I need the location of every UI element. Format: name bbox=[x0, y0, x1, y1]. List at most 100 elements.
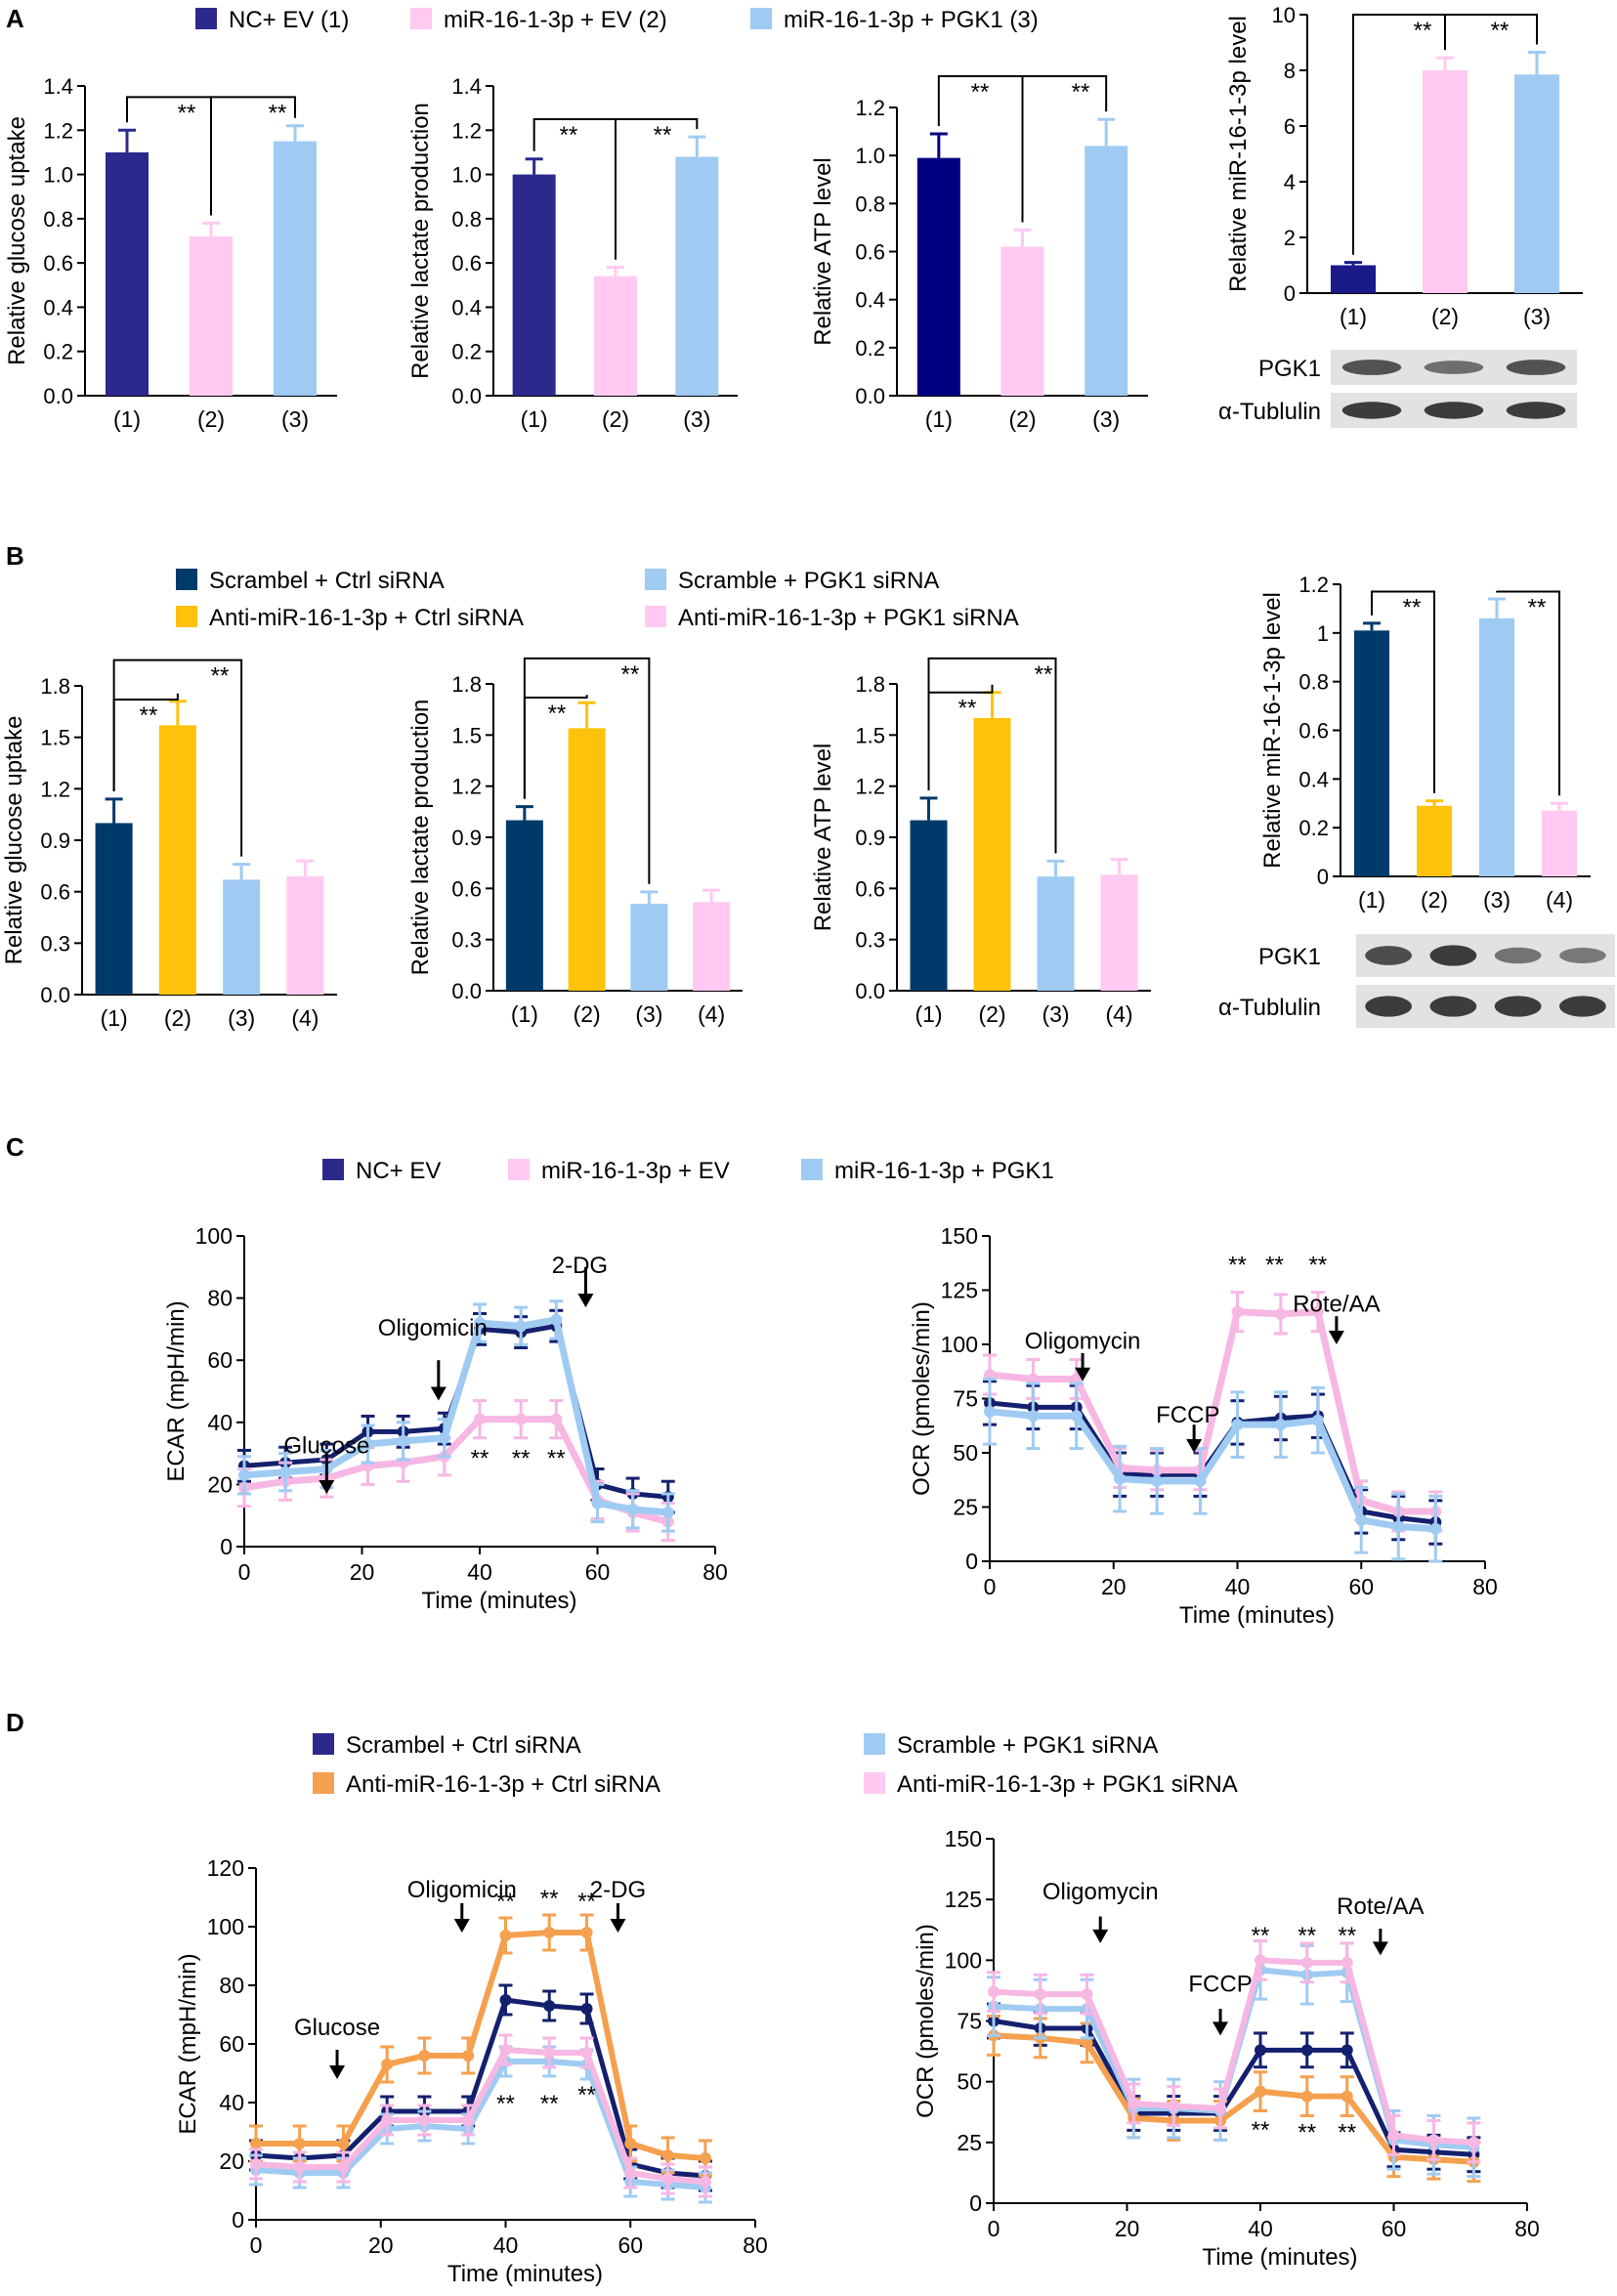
y-tick-label: 20 bbox=[219, 2148, 244, 2174]
data-point bbox=[1231, 1305, 1244, 1318]
x-tick-label: (1) bbox=[1358, 887, 1385, 913]
y-tick-label: 0.4 bbox=[451, 295, 482, 319]
y-tick-label: 100 bbox=[945, 1947, 982, 1973]
annotation-label: Oligomicin bbox=[378, 1315, 488, 1341]
y-tick-label: 25 bbox=[953, 1495, 978, 1520]
blot-band bbox=[1559, 996, 1606, 1017]
data-point bbox=[1340, 2044, 1353, 2057]
data-point bbox=[397, 1434, 409, 1447]
y-tick-label: 0.6 bbox=[40, 880, 70, 905]
significance-bracket bbox=[523, 657, 651, 884]
bar bbox=[1417, 805, 1452, 876]
bar bbox=[512, 174, 556, 396]
data-point bbox=[1034, 1988, 1046, 2001]
significance-mark: ** bbox=[1338, 2119, 1356, 2146]
significance-mark: ** bbox=[1072, 79, 1090, 106]
legend-swatch bbox=[322, 1159, 344, 1180]
legend-label: miR-16-1-3p + EV (2) bbox=[444, 7, 667, 33]
legend-item-A1: NC+ EV (1) bbox=[195, 7, 349, 33]
significance-mark: ** bbox=[211, 663, 230, 690]
y-tick-label: 0 bbox=[1317, 865, 1329, 889]
x-tick-label: (2) bbox=[1008, 406, 1036, 432]
data-point bbox=[250, 2138, 262, 2149]
arrow-head bbox=[430, 1386, 447, 1401]
legend-item-A2: miR-16-1-3p + EV (2) bbox=[410, 7, 667, 33]
x-tick-label: 40 bbox=[493, 2232, 519, 2258]
significance-mark: ** bbox=[496, 1889, 515, 1915]
x-tick-label: 20 bbox=[368, 2232, 394, 2258]
y-tick-label: 0.2 bbox=[1298, 816, 1329, 840]
significance-mark: ** bbox=[577, 1889, 596, 1915]
data-point bbox=[1255, 1954, 1266, 1967]
x-tick-label: (3) bbox=[1092, 406, 1120, 432]
data-point bbox=[1300, 2044, 1313, 2057]
legend-label: Scrambel + Ctrl siRNA bbox=[209, 568, 445, 594]
series-line bbox=[993, 2032, 1474, 2165]
x-tick-label: 0 bbox=[984, 1574, 997, 1599]
bar-chart-A4: 0 2 4 6 8 10 Relative miR-16-1-3p level (1) (2) (… bbox=[1225, 3, 1583, 329]
legend-item-D2: Anti-miR-16-1-3p + Ctrl siRNA bbox=[313, 1771, 660, 1798]
data-point bbox=[1214, 2103, 1227, 2115]
y-tick-label: 1.0 bbox=[451, 163, 482, 188]
blot-band bbox=[1429, 945, 1477, 966]
bar bbox=[910, 820, 948, 991]
y-axis-label: OCR (pmoles/min) bbox=[909, 1301, 935, 1496]
blot-band bbox=[1341, 402, 1402, 419]
y-tick-label: 8 bbox=[1284, 59, 1296, 83]
bar bbox=[916, 157, 960, 396]
data-point bbox=[988, 1985, 1000, 1998]
y-tick-label: 1.2 bbox=[451, 118, 482, 143]
y-tick-label: 40 bbox=[207, 1410, 233, 1435]
data-point bbox=[362, 1438, 374, 1451]
significance-mark: ** bbox=[621, 661, 640, 688]
significance-mark: ** bbox=[560, 122, 578, 149]
y-tick-label: 1.0 bbox=[855, 144, 885, 168]
x-tick-label: (2) bbox=[197, 406, 225, 432]
legend-swatch bbox=[750, 8, 772, 29]
x-tick-label: (1) bbox=[511, 1001, 538, 1027]
legend-swatch bbox=[176, 606, 197, 627]
blot-band bbox=[1341, 360, 1402, 375]
x-tick-label: (4) bbox=[291, 1005, 319, 1031]
x-tick-label: (3) bbox=[228, 1005, 255, 1031]
blot-label: α-Tublulin bbox=[1218, 399, 1321, 425]
data-point bbox=[550, 1413, 563, 1425]
blot-label: α-Tublulin bbox=[1218, 995, 1321, 1021]
legend-label: Scramble + PGK1 siRNA bbox=[897, 1732, 1158, 1759]
y-tick-label: 1.5 bbox=[451, 723, 482, 747]
bar bbox=[1331, 265, 1376, 293]
series-4 bbox=[249, 2033, 712, 2198]
x-axis-label: Time (minutes) bbox=[421, 1588, 576, 1614]
y-tick-label: 0.2 bbox=[855, 336, 885, 361]
y-tick-label: 6 bbox=[1284, 114, 1296, 139]
data-point bbox=[1274, 1419, 1287, 1431]
significance-mark: ** bbox=[1228, 1253, 1247, 1279]
y-tick-label: 1.8 bbox=[451, 672, 482, 697]
legend-swatch bbox=[508, 1159, 530, 1180]
arrow-head bbox=[577, 1294, 594, 1308]
data-point bbox=[381, 2114, 394, 2126]
y-tick-label: 1.4 bbox=[43, 74, 73, 99]
data-point bbox=[543, 2047, 556, 2059]
x-tick-label: (4) bbox=[1105, 1001, 1132, 1027]
data-point bbox=[543, 1927, 556, 1938]
y-tick-label: 100 bbox=[195, 1223, 233, 1249]
y-tick-label: 0 bbox=[220, 1534, 233, 1559]
significance-bracket bbox=[210, 96, 296, 216]
y-axis-label: ECAR (mpH/min) bbox=[163, 1300, 190, 1481]
arrow-head bbox=[1075, 1367, 1091, 1382]
arrow-head bbox=[453, 1919, 470, 1933]
bar bbox=[1000, 246, 1044, 396]
legend-swatch bbox=[801, 1159, 823, 1180]
x-tick-label: 80 bbox=[743, 2232, 768, 2258]
data-point bbox=[1114, 1472, 1127, 1485]
panel-label-B: B bbox=[6, 541, 24, 571]
x-tick-label: 20 bbox=[350, 1559, 375, 1585]
significance-mark: ** bbox=[140, 702, 158, 729]
panel-label-A: A bbox=[6, 4, 24, 33]
legend-swatch bbox=[864, 1733, 885, 1755]
data-point bbox=[591, 1497, 604, 1509]
y-axis-label: Relative lactate production bbox=[407, 700, 434, 976]
data-point bbox=[661, 2173, 674, 2185]
y-tick-label: 0.2 bbox=[43, 340, 73, 364]
